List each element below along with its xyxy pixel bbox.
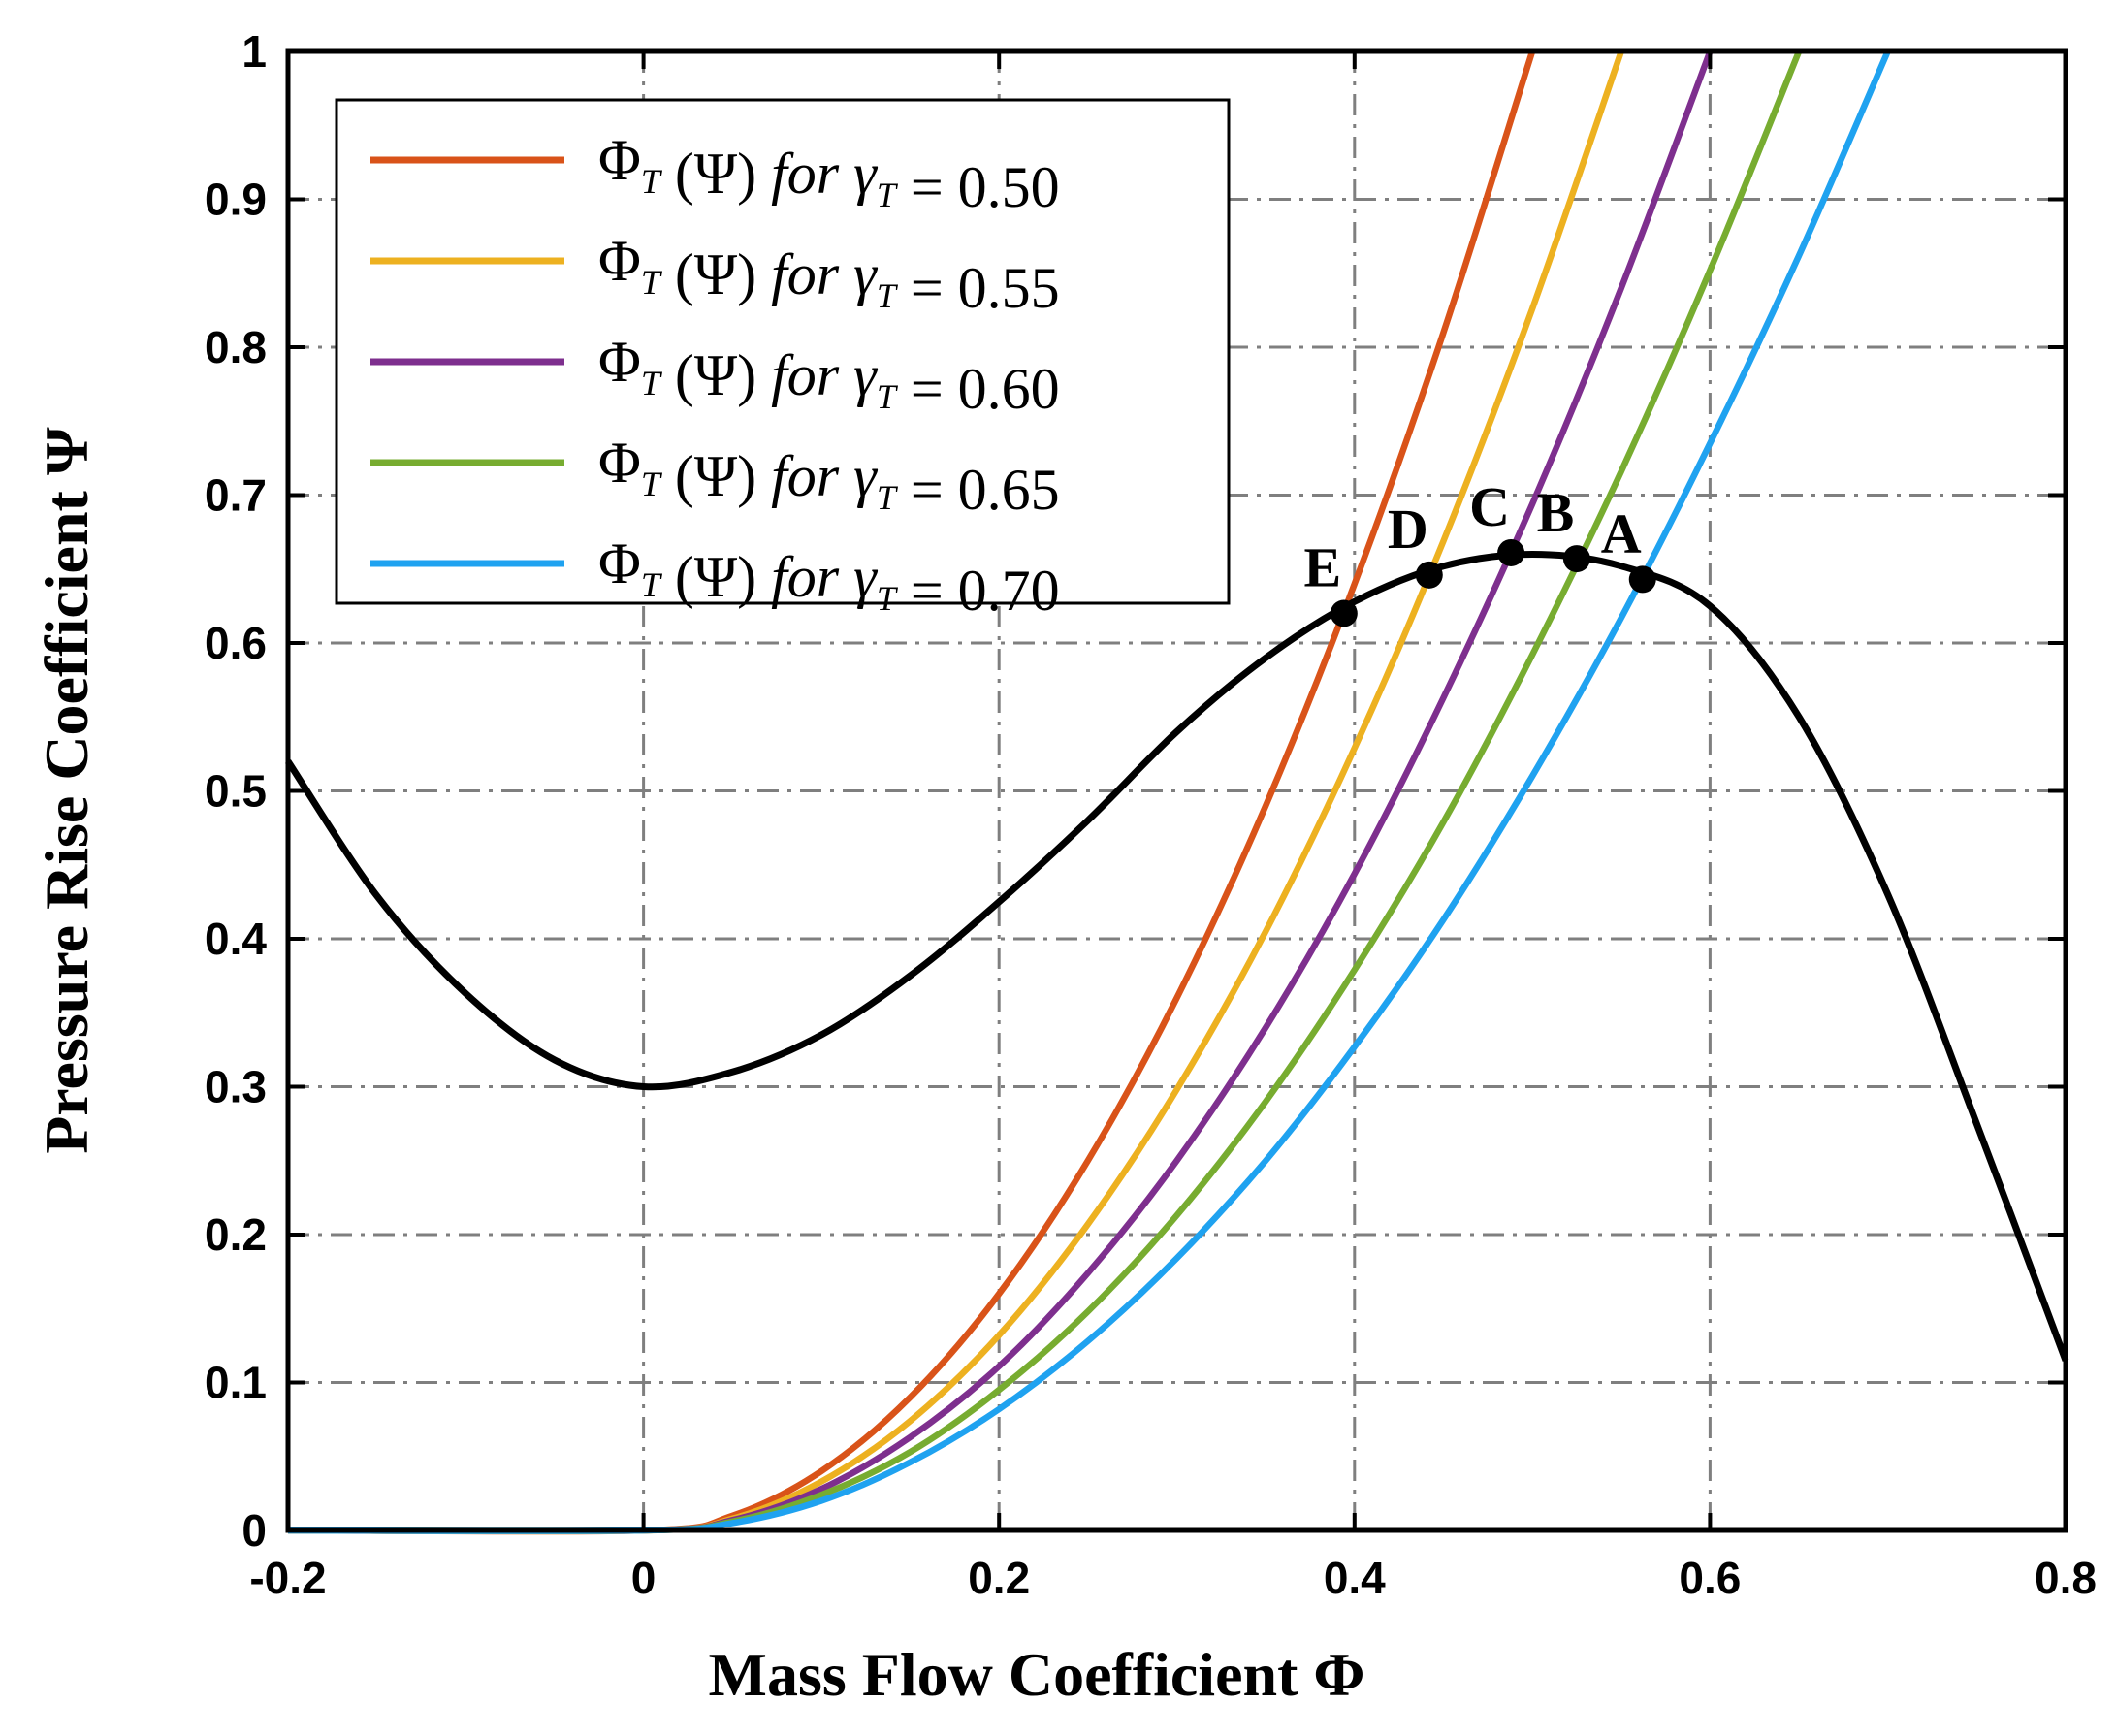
- x-tick-label: 0.2: [968, 1553, 1030, 1603]
- y-tick-label: 0.4: [205, 914, 267, 964]
- x-axis-title: Mass Flow Coefficient Φ: [709, 1640, 1365, 1709]
- x-tick-label: -0.2: [249, 1553, 326, 1603]
- operating-point-E: [1330, 599, 1358, 627]
- operating-point-C: [1497, 538, 1525, 566]
- operating-point-label: A: [1601, 501, 1642, 564]
- y-tick-label: 0.1: [205, 1358, 267, 1408]
- y-tick-label: 0.9: [205, 175, 267, 225]
- operating-point-label: B: [1537, 481, 1575, 544]
- legend-box: [335, 98, 1231, 605]
- y-tick-label: 1: [241, 26, 267, 77]
- tick-layer: -0.2 0 0.2 0.4 0.6 0.800.10.20.30.40.50.60.70…: [205, 26, 2097, 1603]
- legend: ΦT (Ψ) for γT = 0.50 ΦT (Ψ) for γT = 0.55…: [335, 98, 1231, 623]
- operating-point-A: [1628, 565, 1656, 594]
- legend-label: ΦT (Ψ) for γT = 0.50: [598, 128, 1060, 219]
- legend-label: ΦT (Ψ) for γT = 0.60: [598, 330, 1060, 421]
- y-tick-label: 0.2: [205, 1209, 267, 1260]
- y-tick-label: 0.6: [205, 618, 267, 668]
- y-axis-title: Pressure Rise Coefficient Ψ: [32, 427, 101, 1154]
- operating-point-label: E: [1303, 536, 1341, 599]
- curve-layer: [285, 49, 2069, 1535]
- x-tick-label: 0.4: [1324, 1553, 1386, 1603]
- y-tick-label: 0.7: [205, 470, 267, 521]
- y-tick-label: 0.8: [205, 322, 267, 372]
- y-tick-label: 0.3: [205, 1062, 267, 1112]
- operating-point-label: D: [1388, 498, 1428, 561]
- x-tick-label: 0.8: [2035, 1553, 2097, 1603]
- x-tick-label: 0.6: [1679, 1553, 1741, 1603]
- point-layer: ED C B A: [1303, 475, 1656, 627]
- y-tick-label: 0.5: [205, 766, 267, 817]
- operating-point-B: [1562, 545, 1590, 573]
- x-tick-label: 0: [631, 1553, 657, 1603]
- operating-point-D: [1415, 561, 1443, 589]
- legend-label: ΦT (Ψ) for γT = 0.65: [598, 431, 1060, 522]
- legend-label: ΦT (Ψ) for γT = 0.70: [598, 531, 1060, 623]
- throttle-curve-gamma-0.70: [287, 49, 1891, 1534]
- compressor-curve: [285, 551, 2069, 1362]
- legend-label: ΦT (Ψ) for γT = 0.55: [598, 229, 1060, 320]
- y-tick-label: 0: [241, 1505, 267, 1556]
- operating-point-label: C: [1469, 475, 1510, 538]
